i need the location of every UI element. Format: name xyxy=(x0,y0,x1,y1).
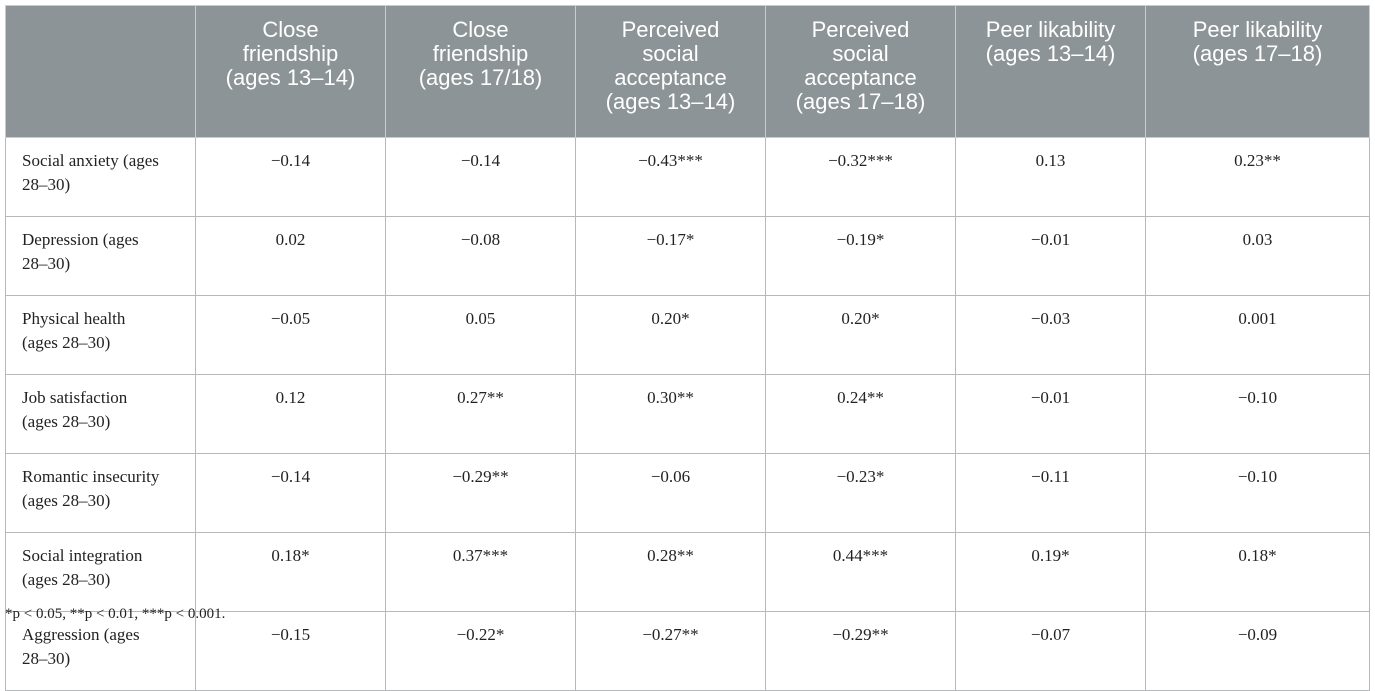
table-cell: 0.19* xyxy=(955,532,1146,612)
row-label: Depression (ages 28–30) xyxy=(5,216,196,296)
row-label: Physical health (ages 28–30) xyxy=(5,295,196,375)
table-cell: −0.10 xyxy=(1145,374,1370,454)
table-header: Close friendship (ages 13–14) Close frien… xyxy=(5,5,1370,138)
table-cell: −0.23* xyxy=(765,453,956,533)
table-cell: 0.18* xyxy=(1145,532,1370,612)
column-header: Peer likability (ages 13–14) xyxy=(955,5,1146,138)
table-cell: −0.27** xyxy=(575,611,766,691)
table-cell: −0.09 xyxy=(1145,611,1370,691)
table-cell: 0.44*** xyxy=(765,532,956,612)
table-row: Physical health (ages 28–30) −0.05 0.05 0.2… xyxy=(5,295,1370,375)
table-cell: −0.05 xyxy=(195,295,386,375)
table-cell: −0.08 xyxy=(385,216,576,296)
table-cell: −0.32*** xyxy=(765,137,956,217)
table-cell: −0.14 xyxy=(195,453,386,533)
data-table: Close friendship (ages 13–14) Close frien… xyxy=(5,5,1370,691)
table-row: Social integration (ages 28–30) 0.18* 0.37… xyxy=(5,532,1370,612)
table-cell: 0.20* xyxy=(575,295,766,375)
table-cell: −0.01 xyxy=(955,374,1146,454)
table-cell: 0.20* xyxy=(765,295,956,375)
table-row: Social anxiety (ages 28–30) −0.14 −0.14 −0.… xyxy=(5,137,1370,217)
table-cell: −0.01 xyxy=(955,216,1146,296)
table-row: Job satisfaction (ages 28–30) 0.12 0.27** 0… xyxy=(5,374,1370,454)
table-row: Romantic insecurity (ages 28–30) −0.14 −0.… xyxy=(5,453,1370,533)
table-cell: 0.03 xyxy=(1145,216,1370,296)
table-cell: −0.17* xyxy=(575,216,766,296)
header-row: Close friendship (ages 13–14) Close frien… xyxy=(5,5,1370,138)
table-cell: −0.43*** xyxy=(575,137,766,217)
table-cell: −0.15 xyxy=(195,611,386,691)
table-row: Depression (ages 28–30) 0.02 −0.08 −0.17* −0… xyxy=(5,216,1370,296)
table-cell: 0.27** xyxy=(385,374,576,454)
table-cell: −0.11 xyxy=(955,453,1146,533)
table-cell: −0.29** xyxy=(385,453,576,533)
table-cell: 0.24** xyxy=(765,374,956,454)
footnote: *p < 0.05, **p < 0.01, ***p < 0.001. xyxy=(5,606,226,622)
page: Close friendship (ages 13–14) Close frien… xyxy=(5,5,1370,691)
table-cell: −0.14 xyxy=(385,137,576,217)
table-cell: 0.05 xyxy=(385,295,576,375)
table-cell: 0.18* xyxy=(195,532,386,612)
column-header: Perceived social acceptance (ages 17–18) xyxy=(765,5,956,138)
table-cell: 0.13 xyxy=(955,137,1146,217)
table-cell: 0.37*** xyxy=(385,532,576,612)
table-cell: −0.29** xyxy=(765,611,956,691)
table-cell: 0.23** xyxy=(1145,137,1370,217)
table-cell: 0.001 xyxy=(1145,295,1370,375)
table-row: Aggression (ages 28–30) −0.15 −0.22* −0.27*… xyxy=(5,611,1370,691)
column-header: Close friendship (ages 17/18) xyxy=(385,5,576,138)
table-cell: −0.19* xyxy=(765,216,956,296)
column-header: Peer likability (ages 17–18) xyxy=(1145,5,1370,138)
table-cell: 0.12 xyxy=(195,374,386,454)
table-cell: −0.03 xyxy=(955,295,1146,375)
table-cell: −0.22* xyxy=(385,611,576,691)
table-cell: −0.07 xyxy=(955,611,1146,691)
column-header: Close friendship (ages 13–14) xyxy=(195,5,386,138)
table-cell: −0.06 xyxy=(575,453,766,533)
table-cell: −0.10 xyxy=(1145,453,1370,533)
table-cell: 0.30** xyxy=(575,374,766,454)
table-cell: −0.14 xyxy=(195,137,386,217)
table-cell: 0.02 xyxy=(195,216,386,296)
column-header: Perceived social acceptance (ages 13–14) xyxy=(575,5,766,138)
table-cell: 0.28** xyxy=(575,532,766,612)
column-header xyxy=(5,5,196,138)
row-label: Job satisfaction (ages 28–30) xyxy=(5,374,196,454)
row-label: Social integration (ages 28–30) xyxy=(5,532,196,612)
row-label: Social anxiety (ages 28–30) xyxy=(5,137,196,217)
row-label: Aggression (ages 28–30) xyxy=(5,611,196,691)
row-label: Romantic insecurity (ages 28–30) xyxy=(5,453,196,533)
